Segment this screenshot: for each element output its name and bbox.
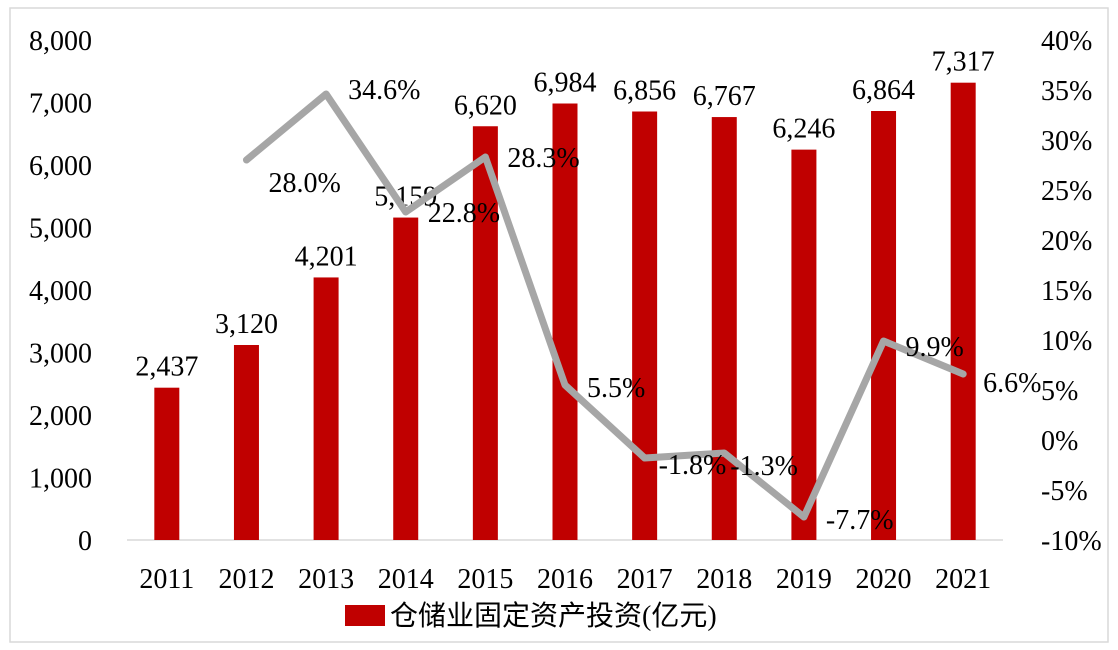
category-label: 2013	[298, 564, 354, 595]
left-tick-label: 1,000	[29, 464, 92, 495]
line-value-label: -1.3%	[730, 451, 798, 482]
line-value-label: 28.3%	[507, 143, 579, 174]
left-axis-ticks: 0 1,000 2,000 3,000 4,000 5,000 6,000 7,000 8,00…	[29, 26, 92, 557]
line-value-label: 5.5%	[587, 373, 645, 404]
bar	[552, 103, 578, 540]
right-tick-label: -5%	[1041, 476, 1088, 507]
category-label: 2014	[378, 564, 434, 595]
bar-value-label: 3,120	[215, 309, 278, 340]
legend: 仓储业固定资产投资(亿元)	[345, 600, 717, 632]
left-tick-label: 2,000	[29, 401, 92, 432]
line-value-label: 22.8%	[428, 198, 500, 229]
left-tick-label: 5,000	[29, 214, 92, 245]
category-label: 2017	[617, 564, 673, 595]
bar-value-label: 4,201	[295, 241, 358, 272]
right-tick-label: 40%	[1041, 26, 1092, 57]
legend-label: 仓储业固定资产投资(亿元)	[390, 600, 717, 632]
right-axis-ticks: -10% -5% 0% 5% 10% 15% 20% 25% 30% 35% 40%	[1041, 26, 1102, 557]
bar	[950, 82, 976, 540]
right-tick-label: 20%	[1041, 226, 1092, 257]
line-value-label: 9.9%	[906, 332, 964, 363]
bar	[871, 111, 897, 540]
category-label: 2021	[935, 564, 991, 595]
right-tick-label: 35%	[1041, 76, 1092, 107]
left-tick-label: 7,000	[29, 89, 92, 120]
right-tick-label: 0%	[1041, 426, 1078, 457]
bar-value-label: 6,620	[454, 90, 517, 121]
bar-value-label: 6,246	[772, 114, 835, 145]
bar	[711, 117, 737, 540]
line-value-label: 34.6%	[348, 75, 420, 106]
left-tick-label: 4,000	[29, 276, 92, 307]
left-tick-label: 6,000	[29, 151, 92, 182]
line-series	[242, 90, 967, 521]
bar-value-label: 6,864	[852, 75, 915, 106]
category-label: 2018	[696, 564, 752, 595]
legend-swatch-bar	[345, 605, 385, 626]
category-label: 2012	[218, 564, 274, 595]
left-tick-label: 3,000	[29, 339, 92, 370]
bar	[233, 345, 259, 540]
right-tick-label: 5%	[1041, 376, 1078, 407]
right-tick-label: 15%	[1041, 276, 1092, 307]
right-tick-label: -10%	[1041, 526, 1102, 557]
bar-value-label: 7,317	[932, 47, 995, 78]
category-label: 2015	[457, 564, 513, 595]
growth-line	[242, 90, 967, 521]
bar-value-label: 2,437	[135, 352, 198, 383]
right-tick-label: 25%	[1041, 176, 1092, 207]
line-value-labels: 28.0% 34.6% 22.8%28.3% 5.5% -1.8% -1.3% -7.7% 9…	[268, 75, 1041, 536]
category-label: 2020	[856, 564, 912, 595]
right-tick-label: 30%	[1041, 126, 1092, 157]
bar	[632, 111, 658, 540]
line-value-label: 28.0%	[268, 168, 340, 199]
left-tick-label: 8,000	[29, 26, 92, 57]
right-tick-label: 10%	[1041, 326, 1092, 357]
bar-value-label: 6,984	[534, 68, 597, 99]
bar	[313, 277, 339, 540]
category-label: 2019	[776, 564, 832, 595]
bar-value-label: 6,856	[613, 76, 676, 107]
line-value-label: 6.6%	[983, 368, 1041, 399]
line-value-label: -7.7%	[826, 505, 894, 536]
bar	[791, 149, 817, 540]
bar-series	[154, 82, 976, 540]
x-axis-categories: 2011 2012 2013 2014 2015 2016 2017 2018 2019 2020…	[139, 564, 991, 595]
left-tick-label: 0	[78, 526, 92, 557]
line-value-label: -1.8%	[659, 450, 727, 481]
category-label: 2011	[139, 564, 194, 595]
category-label: 2016	[537, 564, 593, 595]
bar-value-label: 6,767	[693, 81, 756, 112]
bar	[154, 387, 180, 540]
bar	[393, 217, 419, 540]
bar	[472, 126, 498, 540]
